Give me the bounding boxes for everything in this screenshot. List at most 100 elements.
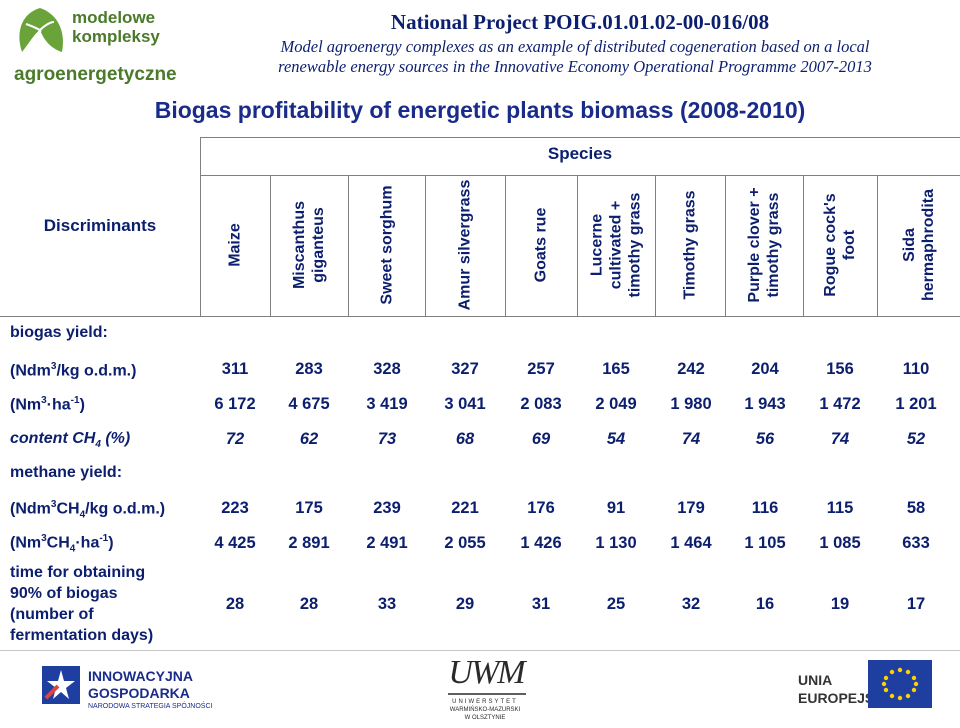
table-cell: 283 bbox=[295, 360, 323, 378]
ig-line-1: INNOWACYJNA bbox=[88, 668, 194, 684]
table-cell: 110 bbox=[902, 360, 930, 378]
table-cell: 19 bbox=[830, 595, 850, 613]
project-subtitle-line-1: Model agroenergy complexes as an example… bbox=[280, 37, 870, 56]
table-cell: 116 bbox=[751, 499, 779, 517]
row-label-biogas-kg: (Ndm3/kg o.d.m.) bbox=[10, 361, 137, 380]
discriminants-header: Discriminants bbox=[43, 216, 157, 235]
table-cell: 179 bbox=[677, 499, 705, 517]
table-cell: 1 085 bbox=[819, 534, 861, 552]
table-cell: 239 bbox=[373, 499, 401, 517]
table-cell: 1 130 bbox=[595, 534, 637, 552]
table-cell: 242 bbox=[677, 360, 705, 378]
table-cell: 1 426 bbox=[520, 534, 562, 552]
table-cell: 58 bbox=[906, 499, 926, 517]
table-cell: 73 bbox=[377, 430, 397, 448]
table-cell: 328 bbox=[373, 360, 401, 378]
column-header-amur-silvergrass: Amur silvergrass bbox=[456, 179, 474, 311]
leaf-icon bbox=[19, 8, 64, 59]
column-header-sweet-sorghum: Sweet sorghum bbox=[378, 185, 395, 305]
column-header-sida: Sida hermaphrodita bbox=[900, 189, 937, 302]
column-header-timothy-grass: Timothy grass bbox=[681, 190, 699, 300]
table-cell: 69 bbox=[531, 430, 551, 448]
table-cell: 223 bbox=[221, 499, 249, 517]
table-cell: 31 bbox=[531, 595, 551, 613]
table-cell: 74 bbox=[681, 430, 701, 448]
table-cell: 1 472 bbox=[819, 395, 861, 413]
footer-divider bbox=[0, 650, 960, 651]
table-cell: 2 083 bbox=[520, 395, 562, 413]
uwm-line-3: W OLSZTYNIE bbox=[464, 715, 506, 721]
column-header-lucerne-timothy: Lucerne cultivated + timothy grass bbox=[588, 192, 644, 298]
table-cell: 62 bbox=[299, 430, 319, 448]
row-label-methane-yield: methane yield: bbox=[10, 464, 123, 481]
table-cell: 28 bbox=[299, 595, 319, 613]
row-label-methane-kg: (Ndm3CH4/kg o.d.m.) bbox=[10, 499, 166, 521]
table-cell: 4 425 bbox=[214, 534, 256, 552]
table-cell: 2 049 bbox=[595, 395, 637, 413]
table-cell: 1 464 bbox=[670, 534, 712, 552]
table-cell: 29 bbox=[455, 595, 475, 613]
ig-line-2: GOSPODARKA bbox=[88, 685, 190, 701]
table-cell: 175 bbox=[295, 499, 323, 517]
uwm-line-1: UNIWERSYTET bbox=[452, 699, 518, 705]
table-cell: 156 bbox=[826, 360, 854, 378]
ig-line-3: NARODOWA STRATEGIA SPÓJNOŚCI bbox=[88, 703, 213, 710]
table-cell: 33 bbox=[377, 595, 397, 613]
uwm-letters: UWM bbox=[448, 654, 525, 691]
row-label-content-ch4: content CH4 (%) bbox=[10, 430, 131, 451]
table-cell: 2 055 bbox=[444, 534, 486, 552]
table-cell: 32 bbox=[681, 595, 701, 613]
row-label-methane-ha: (Nm3CH4·ha-1) bbox=[10, 533, 114, 555]
eu-flag-icon bbox=[868, 660, 932, 708]
project-subtitle: Model agroenergy complexes as an example… bbox=[190, 37, 960, 77]
row-label-biogas-ha: (Nm3·ha-1) bbox=[10, 395, 85, 414]
table-cell: 165 bbox=[602, 360, 630, 378]
logo-line-2: kompleksy bbox=[72, 27, 160, 46]
logo-line-3: agroenergetyczne bbox=[14, 64, 177, 85]
table-cell: 4 675 bbox=[288, 395, 330, 413]
row-label-biogas-yield: biogas yield: bbox=[10, 324, 108, 341]
logo-line-1: modelowe bbox=[72, 8, 156, 27]
table-cell: 1 943 bbox=[744, 395, 786, 413]
table-cell: 176 bbox=[527, 499, 555, 517]
table-cell: 1 980 bbox=[670, 395, 712, 413]
table-cell: 91 bbox=[606, 499, 626, 517]
uwm-underline-icon bbox=[448, 693, 526, 695]
table-cell: 25 bbox=[606, 595, 626, 613]
table-cell: 68 bbox=[455, 430, 475, 448]
table-cell: 1 105 bbox=[744, 534, 786, 552]
table-cell: 6 172 bbox=[214, 395, 256, 413]
table-cell: 327 bbox=[451, 360, 479, 378]
table-cell: 17 bbox=[906, 595, 926, 613]
table-cell: 56 bbox=[755, 430, 775, 448]
project-title: National Project POIG.01.01.02-00-016/08 bbox=[390, 10, 770, 34]
table-cell: 257 bbox=[527, 360, 555, 378]
table-cell: 2 491 bbox=[366, 534, 408, 552]
table-cell: 1 201 bbox=[895, 395, 937, 413]
table-cell: 54 bbox=[606, 430, 626, 448]
table-cell: 16 bbox=[755, 595, 775, 613]
species-header: Species bbox=[547, 144, 613, 163]
table-cell: 633 bbox=[902, 534, 930, 552]
row-label-fermentation-time: time for obtaining 90% of biogas (number… bbox=[10, 564, 154, 644]
table-cell: 74 bbox=[830, 430, 850, 448]
ig-emblem-icon bbox=[42, 666, 80, 704]
page-title: Biogas profitability of energetic plants… bbox=[154, 97, 806, 123]
column-header-goats-rue: Goats rue bbox=[532, 207, 550, 283]
table-cell: 115 bbox=[826, 499, 854, 517]
column-header-maize: Maize bbox=[226, 223, 244, 267]
table-cell: 28 bbox=[225, 595, 245, 613]
column-header-miscanthus: Miscanthus giganteus bbox=[291, 201, 327, 290]
table-cell: 3 041 bbox=[444, 395, 486, 413]
table-cell: 3 419 bbox=[366, 395, 408, 413]
project-logo: modelowe kompleksy agroenergetyczne bbox=[10, 4, 190, 96]
table-cell: 221 bbox=[451, 499, 479, 517]
uwm-line-2: WARMIŃSKO-MAZURSKI bbox=[449, 707, 521, 713]
table-cell: 52 bbox=[906, 430, 926, 448]
table-cell: 204 bbox=[751, 360, 779, 378]
project-subtitle-line-2: renewable energy sources in the Innovati… bbox=[278, 57, 872, 76]
column-header-rogue-cocks-foot: Rogue cock's foot bbox=[822, 193, 858, 297]
column-header-purple-clover-timothy: Purple clover + timothy grass bbox=[746, 187, 782, 303]
table-cell: 2 891 bbox=[288, 534, 330, 552]
eu-line-1: UNIA bbox=[798, 672, 833, 688]
